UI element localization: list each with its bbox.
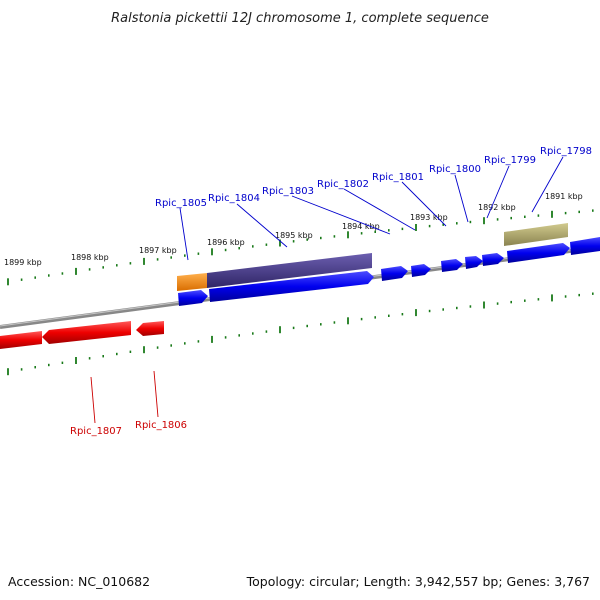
map-title: Ralstonia pickettii 12J chromosome 1, co… — [111, 11, 489, 26]
gene-label-rpic-1806[interactable]: Rpic_1806 — [135, 420, 187, 431]
gene-label-rpic-1802[interactable]: Rpic_1802 — [317, 179, 369, 190]
kbp-scale: 1899 kbp 1898 kbp 1897 kbp 1896 kbp 1895… — [4, 192, 583, 267]
forward-feature-track — [177, 223, 568, 291]
forward-gene-labels: Rpic_1805 Rpic_1804 Rpic_1803 Rpic_1802 … — [155, 146, 592, 209]
leader-line — [291, 195, 391, 235]
kbp-label: 1891 kbp — [545, 192, 583, 201]
forward-gene-track — [178, 237, 600, 306]
gene-arrow-forward[interactable] — [411, 264, 431, 277]
accession-text: Accession: NC_010682 — [8, 574, 150, 589]
reverse-leader-lines — [90, 370, 159, 424]
kbp-label: 1896 kbp — [207, 238, 245, 247]
forward-leader-lines — [179, 156, 564, 261]
gene-arrow-forward[interactable] — [441, 259, 463, 272]
gene-arrow-forward[interactable] — [482, 253, 504, 266]
gene-label-rpic-1805[interactable]: Rpic_1805 — [155, 198, 207, 209]
leader-line — [179, 207, 189, 261]
gene-label-rpic-1803[interactable]: Rpic_1803 — [262, 186, 314, 197]
gene-arrow-forward[interactable] — [209, 271, 374, 302]
kbp-label: 1898 kbp — [71, 253, 109, 262]
leader-line — [401, 181, 447, 227]
gene-arrow-reverse[interactable] — [42, 321, 131, 344]
leader-line — [343, 188, 416, 231]
leader-line — [90, 376, 96, 424]
orange-feature — [177, 273, 207, 291]
gene-arrow-reverse[interactable] — [136, 321, 164, 336]
kbp-label: 1897 kbp — [139, 246, 177, 255]
gene-arrow-forward[interactable] — [507, 243, 570, 263]
gene-arrow-forward[interactable] — [381, 266, 408, 281]
genome-summary-text: Topology: circular; Length: 3,942,557 bp… — [246, 574, 590, 589]
gene-label-rpic-1804[interactable]: Rpic_1804 — [208, 193, 260, 204]
gene-label-rpic-1799[interactable]: Rpic_1799 — [484, 155, 536, 166]
kbp-label: 1893 kbp — [410, 213, 448, 222]
gene-label-rpic-1798[interactable]: Rpic_1798 — [540, 146, 592, 157]
gene-arrow-forward[interactable] — [465, 256, 483, 269]
reverse-gene-track — [0, 321, 164, 349]
gene-label-rpic-1807[interactable]: Rpic_1807 — [70, 426, 122, 437]
leader-line — [153, 370, 159, 418]
leader-line — [531, 156, 564, 213]
leader-line — [236, 203, 288, 248]
gene-arrow-reverse[interactable] — [0, 331, 42, 349]
gene-label-rpic-1801[interactable]: Rpic_1801 — [372, 172, 424, 183]
olive-feature — [504, 223, 568, 246]
gene-arrow-forward[interactable] — [178, 290, 208, 306]
kbp-label: 1895 kbp — [275, 231, 313, 240]
gene-label-rpic-1800[interactable]: Rpic_1800 — [429, 164, 481, 175]
gene-arrow-forward[interactable] — [570, 237, 600, 255]
reverse-gene-labels: Rpic_1807 Rpic_1806 — [70, 420, 187, 437]
kbp-label: 1899 kbp — [4, 258, 42, 267]
kbp-label: 1894 kbp — [342, 222, 380, 231]
kbp-label: 1892 kbp — [478, 203, 516, 212]
reverse-tick-track — [7, 292, 594, 376]
leader-line — [454, 174, 469, 223]
leader-line — [486, 165, 510, 219]
purple-feature — [207, 253, 372, 288]
forward-tick-track — [7, 209, 594, 286]
